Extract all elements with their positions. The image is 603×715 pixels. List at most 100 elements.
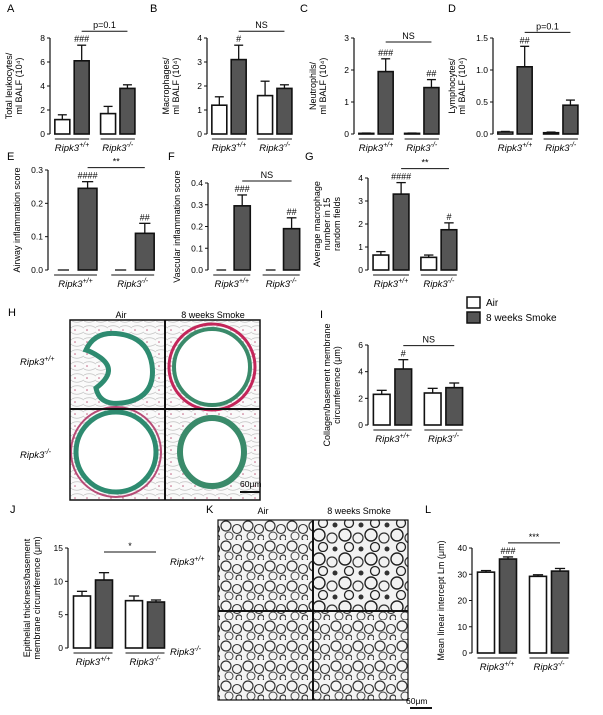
comparison-label-i: NS [423,335,436,345]
panel-label-b: B [150,3,157,15]
y-tick-label-g: 3 [358,196,363,206]
y-tick-label-d: 1.5 [476,33,488,43]
k-row-wt: Ripk3+/+ [170,556,204,568]
group-label-c-0: Ripk3+/+ [359,142,393,154]
bar-g-1 [392,193,410,271]
group-label-j-1: Ripk3-/- [130,656,162,668]
legend: Air 8 weeks Smoke [466,296,557,324]
y-tick-label-g: 0 [358,265,363,275]
y-tick-label-a: 8 [40,33,45,43]
h-row-ko: Ripk3-/- [20,449,52,461]
y-tick-label-j: 5 [58,610,63,620]
comparison-label-c: NS [402,31,415,41]
bar-j-0 [72,595,92,649]
panel-label-f: F [168,151,175,163]
y-tick-label-f: 0.0 [191,265,203,275]
bar-b-2 [256,94,274,135]
chart-e: E 0.0 0.1 0.2 0.3 Airway inflammation score ##… [7,151,155,290]
group-label-f-1: Ripk3-/- [266,278,298,290]
bar-c-3 [423,86,440,135]
sig-mark-e-3: ## [140,212,150,222]
bar-a-2 [99,112,117,135]
group-label-j-0: Ripk3+/+ [76,656,110,668]
y-tick-label-f: 0.3 [191,200,203,210]
sig-mark-g-3: # [446,212,451,222]
y-tick-label-f: 0.2 [191,222,203,232]
sig-mark-f-3: ## [287,207,297,217]
chart-f: F 0.0 0.1 0.2 0.3 0.4 Vascular inflammation sc… [168,151,301,290]
bar-a-1 [73,59,90,135]
y-tick-label-i: 6 [358,340,363,350]
comparison-label-g: ** [422,158,430,168]
panel-label-i: I [320,309,323,321]
sig-mark-a-1: ### [74,34,89,44]
y-tick-label-b: 3 [197,57,202,67]
bar-i-0 [372,393,391,426]
h-col-air: Air [116,310,127,320]
y-tick-label-l: 40 [458,543,468,553]
bar-g-2 [420,256,438,271]
y-tick-label-e: 0.1 [31,232,43,242]
group-label-b-0: Ripk3+/+ [212,142,246,154]
k-col-smoke: 8 weeks Smoke [327,506,391,516]
y-axis-title-d: ml BALF (10⁴) [457,58,467,115]
group-label-i-0: Ripk3+/+ [375,433,409,445]
y-tick-label-d: 0.5 [476,97,488,107]
panel-label-j: J [10,504,16,516]
panel-k: K Air 8 weeks Smoke Ripk3+/+ Ripk3-/- 60… [170,504,432,709]
y-axis-title-l: Mean linear intercept Lm (μm) [436,540,446,660]
group-label-g-0: Ripk3+/+ [374,278,408,290]
y-tick-label-d: 1.0 [476,65,488,75]
group-label-b-1: Ripk3-/- [259,142,291,154]
sig-mark-g-1: #### [391,172,411,182]
group-label-e-0: Ripk3+/+ [58,278,92,290]
y-tick-label-g: 4 [358,173,363,183]
sig-mark-d-1: ## [520,35,530,45]
chart-d: D 0.0 0.5 1.0 1.5 Lymphocytes/ml BALF (10⁴) ##… [447,3,579,154]
group-label-g-1: Ripk3-/- [423,278,455,290]
y-axis-title-a: ml BALF (10⁴) [14,58,24,115]
bar-l-1 [498,558,518,654]
y-axis-title-j: membrane circumference (μm) [32,536,42,659]
y-tick-label-a: 6 [40,57,45,67]
bar-g-3 [440,228,458,271]
panel-label-g: G [305,151,314,163]
y-axis-title-e: Airway inflammation score [12,167,22,272]
k-scale-label: 60μm [406,696,427,706]
y-tick-label-j: 10 [54,576,64,586]
panel-label-a: A [7,3,15,15]
y-tick-label-c: 2 [344,65,349,75]
bar-i-2 [423,392,442,426]
bar-d-3 [562,104,579,135]
y-tick-label-l: 20 [458,596,468,606]
y-tick-label-a: 4 [40,81,45,91]
y-axis-title-g: Average macrophage [312,181,322,267]
bar-b-3 [276,87,293,135]
y-tick-label-c: 0 [344,129,349,139]
bar-l-0 [476,571,496,654]
group-label-f-0: Ripk3+/+ [215,278,249,290]
bar-b-1 [230,58,247,135]
comparison-label-a: p=0.1 [93,20,116,30]
y-tick-label-l: 0 [462,648,467,658]
group-label-a-0: Ripk3+/+ [55,142,89,154]
y-tick-label-b: 1 [197,105,202,115]
sig-mark-f-1: ### [235,184,250,194]
k-row-ko: Ripk3-/- [170,646,202,658]
k-col-air: Air [258,506,269,516]
bar-a-3 [119,87,136,135]
y-tick-label-d: 0.0 [476,129,488,139]
y-axis-title-b: ml BALF (10⁴) [171,58,181,115]
y-tick-label-f: 0.4 [191,178,203,188]
y-tick-label-e: 0.0 [31,265,43,275]
y-axis-title-i: Collagen/basement membrane [322,323,332,446]
group-label-a-1: Ripk3-/- [102,142,134,154]
bar-a-0 [54,118,71,135]
bar-e-3 [134,232,155,271]
y-tick-label-b: 4 [197,33,202,43]
panel-label-l: L [425,504,431,516]
panel-label-h: H [8,307,16,319]
y-tick-label-g: 2 [358,219,363,229]
bar-g-0 [372,254,390,271]
